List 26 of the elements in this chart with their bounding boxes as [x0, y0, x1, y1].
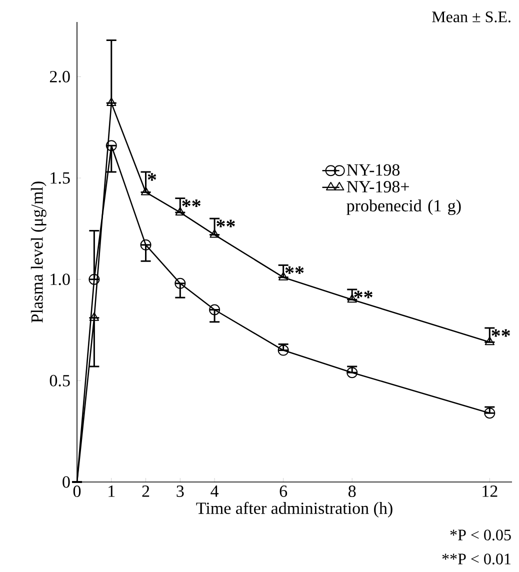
y-tick-label: 1.0 — [50, 274, 70, 286]
y-tick-label: 0.5 — [50, 374, 70, 386]
x-tick-label: 8 — [348, 486, 356, 498]
legend-label: NY-198 — [346, 164, 400, 176]
annotation: ** — [354, 290, 372, 298]
annotation: ** — [216, 220, 235, 228]
annotation: Mean ± S.E. — [432, 12, 510, 22]
annotation: ** — [492, 329, 510, 337]
text: **P < 0.01 — [442, 554, 511, 564]
x-tick-label: 12 — [482, 486, 498, 497]
x-tick-label: 2 — [142, 486, 150, 497]
y-tick-label: 2.0 — [50, 70, 70, 82]
x-tick-label: 6 — [280, 486, 288, 497]
x-tick-label: 3 — [176, 486, 184, 497]
x-tick-label: 4 — [210, 486, 219, 497]
x-axis-title: Time after administration (h) — [196, 502, 392, 518]
y-axis-title: Plasma level (μg/ml) — [30, 182, 46, 323]
y-tick-label: 1.5 — [50, 172, 70, 184]
x-tick-label: 1 — [108, 486, 115, 497]
text: *P < 0.05 — [450, 530, 511, 540]
annotation: ** — [285, 266, 304, 274]
annotation: ** — [182, 200, 201, 208]
y-tick-label: 0 — [62, 476, 70, 488]
annotation: * — [148, 173, 156, 181]
x-tick-label: 0 — [73, 486, 81, 498]
legend-label: NY-198+ probenecid (1 g) — [346, 181, 461, 215]
